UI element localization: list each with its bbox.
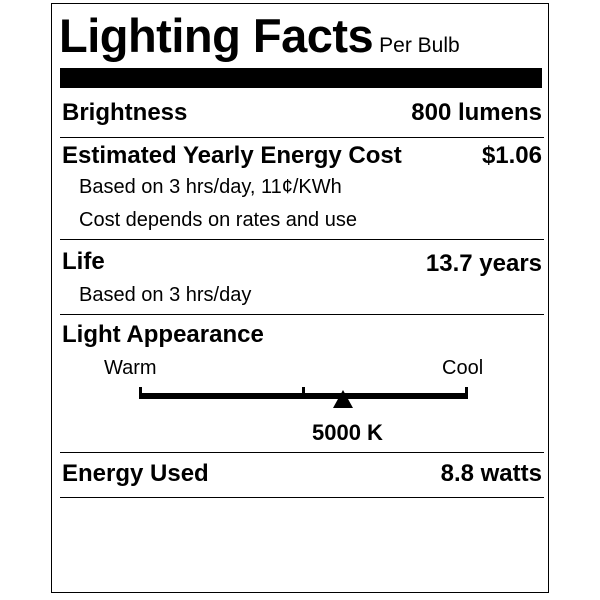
energy-cost-label: Estimated Yearly Energy Cost: [62, 142, 402, 169]
brightness-value: 800 lumens: [411, 99, 542, 126]
scale-tick: [139, 387, 142, 399]
energy-cost-note: Based on 3 hrs/day, 11¢/KWh: [79, 176, 342, 198]
color-temperature-value: 5000 K: [312, 420, 383, 445]
title-text: Lighting Facts: [59, 9, 374, 62]
temperature-marker-icon: [333, 390, 354, 408]
energy-used-label: Energy Used: [62, 460, 209, 487]
scale-tick: [302, 387, 305, 399]
light-appearance-label: Light Appearance: [62, 321, 264, 348]
divider: [60, 497, 544, 498]
brightness-label: Brightness: [62, 99, 188, 126]
life-label: Life: [62, 248, 105, 275]
energy-cost-value: $1.06: [481, 142, 542, 169]
label-frame: [51, 3, 549, 593]
per-bulb-subtitle: Per Bulb: [379, 34, 460, 57]
title-bar: [60, 68, 542, 88]
cool-label: Cool: [442, 357, 484, 379]
label-title: Lighting Facts Per Bulb: [59, 8, 460, 63]
energy-cost-note: Cost depends on rates and use: [79, 209, 357, 231]
life-note: Based on 3 hrs/day: [79, 284, 252, 306]
scale-tick: [465, 387, 468, 399]
divider: [60, 239, 544, 240]
energy-used-value: 8.8 watts: [440, 460, 542, 487]
life-value: 13.7 years: [425, 250, 542, 277]
divider: [60, 452, 544, 453]
divider: [60, 314, 544, 315]
divider: [60, 137, 544, 138]
warm-label: Warm: [104, 357, 157, 379]
